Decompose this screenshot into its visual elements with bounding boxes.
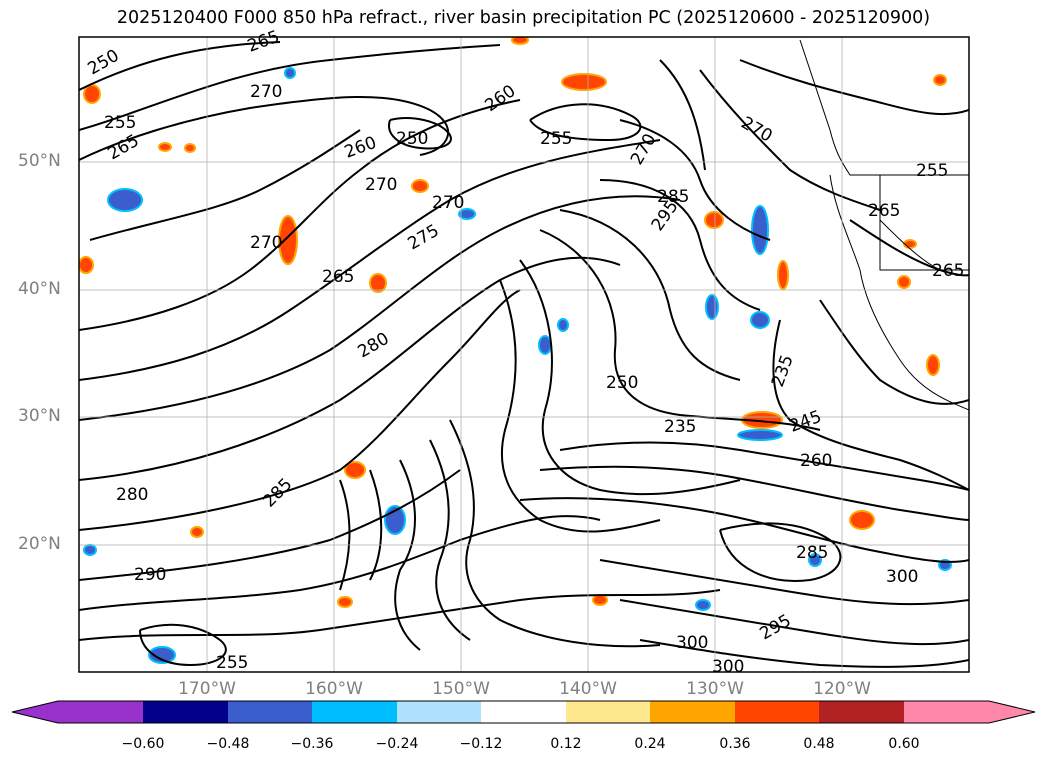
- contour-label: 300: [676, 633, 708, 653]
- lat-label-20n: 20°N: [18, 534, 61, 554]
- contour-label: 270: [250, 233, 282, 253]
- contour-labels: 250 265 255 270 250 260 265 270 270 255 …: [85, 27, 965, 677]
- contour-label: 235: [664, 417, 696, 437]
- contour-label: 270: [250, 82, 282, 102]
- contour-label: 290: [134, 565, 166, 585]
- lat-label-50n: 50°N: [18, 151, 61, 171]
- lon-label-120w: 120°W: [813, 679, 871, 699]
- colorbar-tick: 0.12: [550, 736, 582, 752]
- contour-label: 285: [796, 543, 828, 563]
- contour-label: 265: [932, 261, 964, 281]
- colorbar-segment: [650, 701, 735, 723]
- colorbar-tick: −0.36: [290, 736, 334, 752]
- colorbar-segment: [819, 701, 904, 723]
- map-frame: [78, 36, 970, 673]
- coastline: [799, 39, 969, 411]
- contour-label: 255: [540, 129, 572, 149]
- contour-label: 270: [365, 175, 397, 195]
- colorbar-segment: [143, 701, 228, 723]
- lat-label-30n: 30°N: [18, 406, 61, 426]
- map-background: [79, 37, 969, 672]
- contour-label: 255: [916, 161, 948, 181]
- contour-label: 260: [800, 451, 832, 471]
- colorbar-tick: −0.12: [459, 736, 503, 752]
- contour-label: 265: [868, 201, 900, 221]
- lon-label-140w: 140°W: [559, 679, 617, 699]
- contour-label: 270: [432, 193, 464, 213]
- contour-label: 280: [116, 485, 148, 505]
- lon-label-170w: 170°W: [178, 679, 236, 699]
- lat-label-40n: 40°N: [18, 279, 61, 299]
- contour-label: 255: [216, 653, 248, 673]
- map-canvas: 250 265 255 270 250 260 265 270 270 255 …: [78, 27, 970, 677]
- lon-label-130w: 130°W: [686, 679, 744, 699]
- colorbar-tick: −0.60: [121, 736, 165, 752]
- contour-label: 285: [657, 187, 689, 207]
- contour-label: 300: [886, 567, 918, 587]
- contour-label: 255: [104, 113, 136, 133]
- colorbar-outline: [11, 700, 1036, 724]
- colorbar-tick: 0.48: [803, 736, 835, 752]
- colorbar-segment: [397, 701, 481, 723]
- colorbar-segment: [735, 701, 819, 723]
- colorbar-segment: [312, 701, 397, 723]
- colorbar-segment: [566, 701, 650, 723]
- colorbar-tick: −0.24: [375, 736, 419, 752]
- colorbar-tick: −0.48: [206, 736, 250, 752]
- gridlines: [79, 37, 969, 672]
- colorbar-extension-low: [12, 701, 143, 723]
- refractivity-contours: [79, 41, 969, 668]
- colorbar-segment: [481, 701, 566, 723]
- map-title: 2025120400 F000 850 hPa refract., river …: [116, 8, 931, 28]
- colorbar-segment: [228, 701, 312, 723]
- colorbar-tick: 0.60: [888, 736, 920, 752]
- contour-label: 250: [396, 129, 428, 149]
- contour-label: 250: [606, 373, 638, 393]
- lon-label-160w: 160°W: [305, 679, 363, 699]
- lon-label-150w: 150°W: [432, 679, 490, 699]
- colorbar-tick: 0.36: [719, 736, 751, 752]
- colorbar: [11, 700, 1036, 724]
- colorbar-extension-high: [904, 701, 1035, 723]
- contour-label: 265: [322, 267, 354, 287]
- colorbar-tick: 0.24: [634, 736, 666, 752]
- contour-label: 300: [712, 657, 744, 677]
